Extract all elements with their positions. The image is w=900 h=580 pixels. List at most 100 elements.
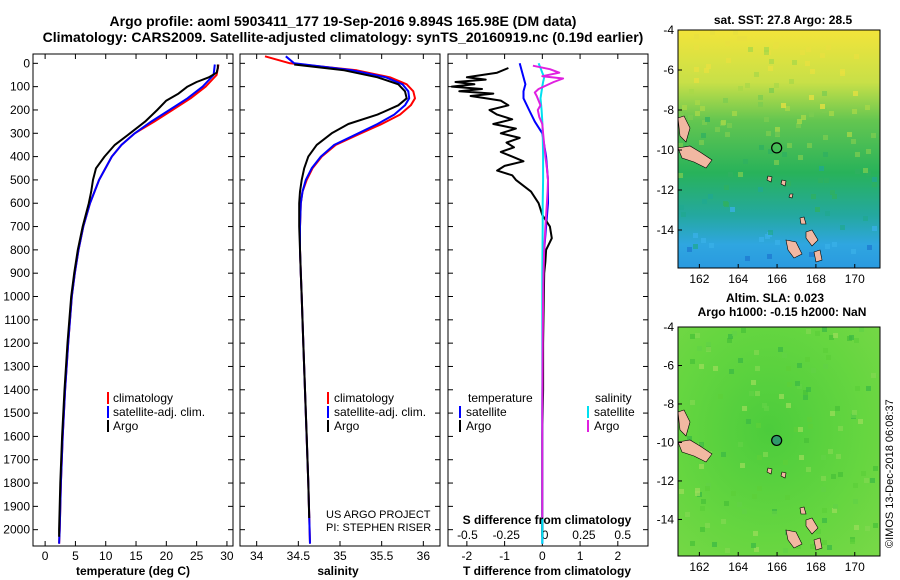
map-pixel [756,423,761,428]
island-shape [785,529,803,549]
sla-islands [677,409,823,551]
map-pixel [690,334,695,339]
map-pixel [872,177,877,182]
map-x-tick-label: 164 [728,272,748,286]
map-pixel [732,331,737,336]
map-pixel [829,111,834,116]
depth-tick-label: 0 [23,56,30,70]
map-pixel [866,149,871,154]
map-pixel [728,334,733,339]
difference-plot-frame [447,53,649,547]
map-x-tick-label: 162 [689,560,709,574]
map-y-tick-label: -8 [663,103,674,117]
map-pixel [859,327,864,332]
island-shape [766,175,773,183]
map-pixel [769,59,774,64]
legend-s-satellite: satellite [594,405,635,419]
map-pixel [737,36,742,41]
map-pixel [727,123,732,128]
x-tick-label: 0 [539,549,546,563]
depth-tick-label: 1400 [3,383,30,397]
map-pixel [871,133,876,138]
x-tick-label: 35 [333,549,347,563]
series-line-s-argo [532,64,565,518]
map-pixel [728,172,733,177]
map-pixel [678,173,683,178]
salinity-xlabel: salinity [317,564,359,578]
sst-field [678,30,880,268]
depth-tick-label: 500 [10,173,30,187]
map-pixel [709,243,714,248]
map-pixel [779,394,784,399]
map-pixel [797,384,802,389]
map-pixel [798,155,803,160]
x-tick-label: -1 [499,549,510,563]
legend-temperature-title: temperature [468,391,533,405]
map-pixel [867,245,872,250]
map-pixel [695,491,700,496]
map-pixel [832,194,837,199]
depth-tick-label: 400 [10,150,30,164]
map-pixel [762,403,767,408]
salinity-lines [264,55,416,544]
map-pixel [746,419,751,424]
map-pixel [772,511,777,516]
map-pixel [821,455,826,460]
x-tick-label: 34.5 [287,549,311,563]
map-pixel [815,331,820,336]
map-pixel [764,406,769,411]
x-tick-label: 30 [220,549,234,563]
sst-map: sat. SST: 27.8 Argo: 28.5 162 164 166 168 17… [657,13,881,286]
salinity-legend: climatology satellite-adj. clim. Argo [327,391,426,433]
difference-legend: temperature satellite Argo salinity sate… [459,391,635,433]
map-pixel [754,547,759,552]
legend-satellite: satellite-adj. clim. [113,405,205,419]
map-x-tick-label: 166 [767,560,787,574]
map-pixel [767,254,772,259]
map-pixel [809,95,814,100]
map-pixel [832,508,837,513]
map-pixel [738,442,743,447]
s-diff-tick-label: -0.25 [493,528,521,542]
map-pixel [701,238,706,243]
depth-tick-label: 1700 [3,453,30,467]
temperature-plot-frame [32,53,234,547]
map-pixel [705,486,710,491]
map-pixel [701,133,706,138]
temperature-panel: 0100200300400500600700800900100011001200… [3,53,234,578]
island-shape [805,517,819,535]
sst-map-title: sat. SST: 27.8 Argo: 28.5 [714,13,853,27]
x-tick-label: 1 [577,549,584,563]
map-pixel [806,47,811,52]
map-pixel [725,548,730,553]
map-pixel [831,474,836,479]
x-tick-label: 35.5 [370,549,394,563]
map-pixel [706,347,711,352]
map-pixel [797,119,802,124]
salinity-axes: 34 34.5 35 35.5 36 [240,54,440,563]
map-pixel [822,108,827,113]
map-pixel [737,502,742,507]
map-pixel [851,249,856,254]
map-pixel [768,230,773,235]
map-pixel [800,50,805,55]
map-x-tick-label: 166 [767,272,787,286]
map-pixel [695,333,700,338]
map-pixel [823,364,828,369]
map-pixel [850,539,855,544]
map-pixel [695,100,700,105]
map-pixel [824,178,829,183]
temperature-legend: climatology satellite-adj. clim. Argo [107,391,205,433]
map-pixel [782,152,787,157]
map-pixel [783,460,788,465]
map-pixel [753,531,758,536]
map-pixel [679,489,684,494]
map-pixel [810,69,815,74]
map-pixel [726,58,731,63]
map-pixel [758,102,763,107]
map-pixel [751,543,756,548]
title-line-1: Argo profile: aoml 5903411_177 19-Sep-20… [110,13,577,29]
map-pixel [694,34,699,39]
s-diff-tick-label: 0.25 [572,528,596,542]
island-shape [677,409,691,437]
